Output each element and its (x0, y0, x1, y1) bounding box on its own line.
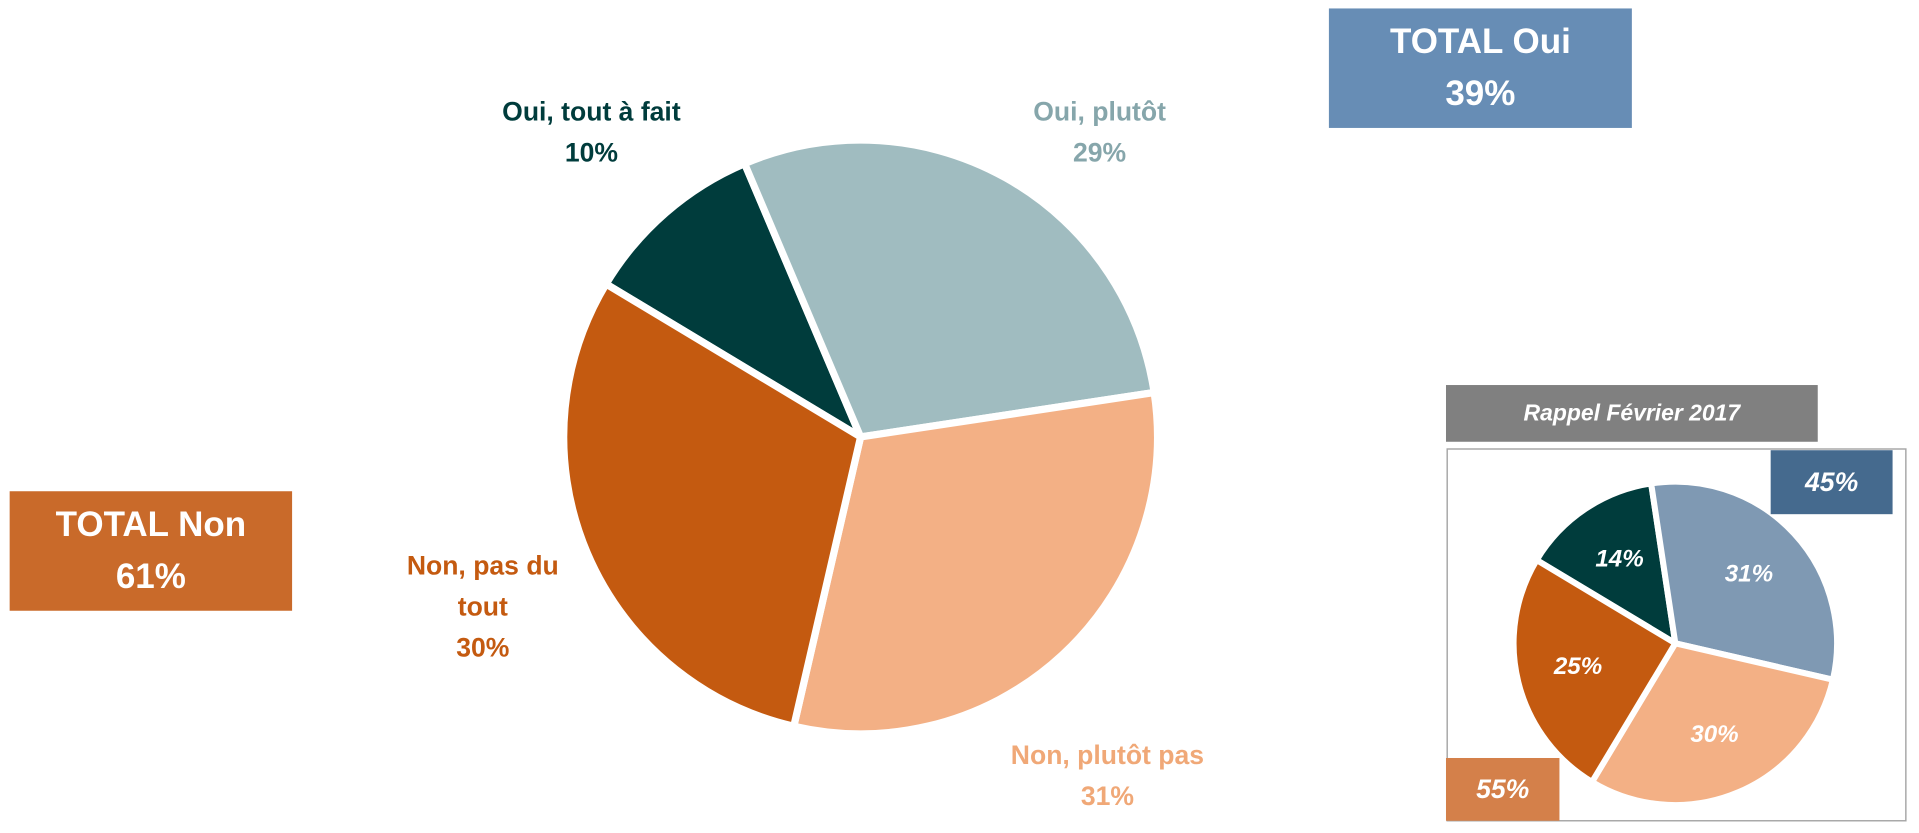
total-label: TOTAL Oui (1389, 23, 1571, 63)
pie-slice (1510, 557, 1679, 785)
pie-slice (740, 136, 1158, 441)
inset-title: Rappel Février 2017 (1524, 400, 1742, 426)
total-label: TOTAL Non (55, 506, 247, 545)
total-box (1770, 450, 1893, 515)
value-label: 31% (1080, 780, 1134, 812)
label-wrap: 55% (1446, 758, 1559, 821)
category-label: Oui, tout à fait (502, 96, 681, 127)
value-label: 29% (1072, 137, 1127, 168)
category-label: Non, plutôt pas (1010, 739, 1205, 771)
slice-value-label: 25% (1553, 653, 1602, 680)
label-box: Non, pas du tout 30% (404, 541, 561, 674)
label-box: Non, plutôt pas 31% (954, 710, 1262, 833)
inset-title-box (1445, 385, 1818, 442)
total-value: 45% (1805, 466, 1859, 497)
total-value: 55% (1476, 773, 1530, 804)
label-box: Oui, tout à fait 10% (501, 66, 682, 199)
category-label: Oui, plutôt (1033, 96, 1166, 127)
total-box (9, 491, 293, 611)
label-box: TOTAL Oui 39% (1329, 8, 1632, 127)
label-wrap: Oui, plutôt 29% (1021, 66, 1178, 199)
slice-value-label: 14% (1595, 545, 1643, 572)
total-value: 39% (1445, 74, 1516, 113)
total-box (1445, 757, 1560, 821)
label-box: TOTAL Non 61% (10, 491, 292, 610)
pie-slice (602, 159, 865, 441)
value-label: 10% (564, 137, 619, 168)
label-box: 55% (1446, 758, 1559, 821)
chart-body: Oui, tout à fait 10% Oui, plutôt 29% Non, pl… (9, 8, 1907, 833)
category-label: Non, pas du tout (406, 550, 559, 622)
label-wrap: TOTAL Non 61% (10, 491, 292, 610)
label-wrap: Non, plutôt pas 31% (954, 710, 1262, 833)
label-wrap: Non, pas du tout 30% (404, 541, 561, 674)
total-box (1328, 8, 1632, 128)
slice-value-label: 31% (1725, 561, 1773, 588)
pie-slice (1533, 480, 1679, 647)
slice-value-label: 30% (1690, 721, 1738, 748)
label-wrap: 45% (1771, 450, 1893, 514)
pie-slice (560, 280, 865, 730)
value-label: 30% (456, 632, 510, 663)
pie-slice (790, 388, 1162, 738)
label-box: Oui, plutôt 29% (1021, 66, 1178, 199)
label-wrap: TOTAL Oui 39% (1329, 8, 1632, 127)
pie-slice (1648, 478, 1840, 683)
label-box: 45% (1771, 450, 1893, 514)
total-value: 61% (115, 557, 186, 596)
label-wrap: Oui, tout à fait 10% (501, 66, 682, 199)
